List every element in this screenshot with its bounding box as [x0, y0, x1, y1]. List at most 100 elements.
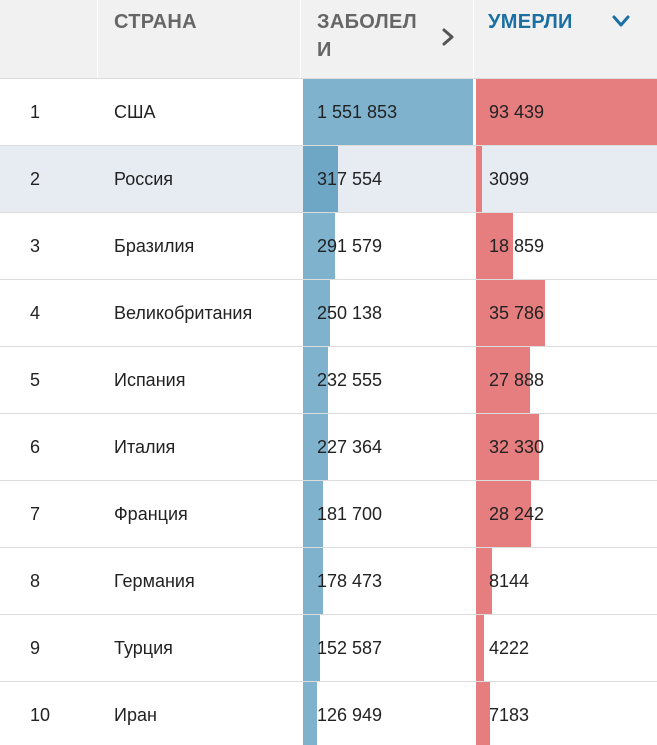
table-row[interactable]: 5 Испания 232 555 27 888	[0, 346, 657, 413]
deaths-cell: 8144	[474, 548, 657, 614]
deaths-cell: 18 859	[474, 213, 657, 279]
cases-value: 181 700	[317, 504, 383, 524]
table-row[interactable]: 3 Бразилия 291 579 18 859	[0, 212, 657, 279]
table-row[interactable]: 7 Франция 181 700 28 242	[0, 480, 657, 547]
cases-value: 152 587	[317, 638, 383, 658]
chevron-right-icon[interactable]	[441, 28, 455, 46]
cases-value: 250 138	[317, 303, 383, 323]
deaths-cell: 32 330	[474, 414, 657, 480]
country-cell: Германия	[114, 571, 195, 591]
cases-bar	[303, 682, 317, 745]
table-row[interactable]: 9 Турция 152 587 4222	[0, 614, 657, 681]
cases-value: 178 473	[317, 571, 383, 591]
rank-cell: 9	[30, 638, 41, 658]
rank-cell: 4	[30, 303, 41, 323]
deaths-bar	[476, 548, 492, 614]
table-header: СТРАНА ЗАБОЛЕЛИ УМЕРЛИ	[0, 0, 657, 78]
table-row[interactable]: 1 США 1 551 853 93 439	[0, 78, 657, 145]
rank-cell: 7	[30, 504, 41, 524]
header-country-label: СТРАНА	[114, 11, 197, 33]
cases-value: 232 555	[317, 370, 383, 390]
deaths-value: 32 330	[489, 437, 545, 457]
country-cell: Бразилия	[114, 236, 195, 256]
cases-bar	[303, 213, 335, 279]
country-cell: Франция	[114, 504, 188, 524]
table-row[interactable]: 4 Великобритания 250 138 35 786	[0, 279, 657, 346]
header-rank	[0, 0, 97, 78]
country-cell: Турция	[114, 638, 173, 658]
cases-cell: 232 555	[301, 347, 473, 413]
cases-cell: 250 138	[301, 280, 473, 346]
deaths-cell: 3099	[474, 146, 657, 212]
deaths-cell: 27 888	[474, 347, 657, 413]
deaths-bar	[476, 280, 545, 346]
country-cell: Россия	[114, 169, 174, 189]
cases-value: 317 554	[317, 169, 383, 189]
deaths-bar	[476, 213, 513, 279]
cases-value: 1 551 853	[317, 102, 398, 122]
deaths-value: 4222	[489, 638, 530, 658]
cases-cell: 1 551 853	[301, 79, 473, 145]
deaths-value: 8144	[489, 571, 530, 591]
table-row[interactable]: 6 Италия 227 364 32 330	[0, 413, 657, 480]
rank-cell: 5	[30, 370, 41, 390]
deaths-cell: 4222	[474, 615, 657, 681]
deaths-value: 3099	[489, 169, 530, 189]
deaths-cell: 93 439	[474, 79, 657, 145]
deaths-bar	[476, 347, 530, 413]
rank-cell: 3	[30, 236, 41, 256]
country-cell: Великобритания	[114, 303, 253, 323]
deaths-bar	[476, 682, 490, 745]
cases-bar	[303, 481, 323, 547]
cases-cell: 181 700	[301, 481, 473, 547]
cases-cell: 178 473	[301, 548, 473, 614]
deaths-bar	[476, 79, 657, 145]
header-deaths[interactable]: УМЕРЛИ	[474, 0, 657, 78]
table-row[interactable]: 2 Россия 317 554 3099	[0, 145, 657, 212]
table-row[interactable]: 8 Германия 178 473 8144	[0, 547, 657, 614]
rank-cell: 2	[30, 169, 41, 189]
deaths-cell: 7183	[474, 682, 657, 745]
rank-cell: 8	[30, 571, 41, 591]
deaths-bar	[476, 615, 484, 681]
cases-cell: 126 949	[301, 682, 473, 745]
cases-bar	[303, 414, 328, 480]
cases-value: 291 579	[317, 236, 383, 256]
rank-cell: 10	[30, 705, 51, 725]
country-cell: США	[114, 102, 156, 122]
deaths-value: 35 786	[489, 303, 545, 323]
country-cell: Италия	[114, 437, 176, 457]
deaths-value: 93 439	[489, 102, 545, 122]
cases-bar	[303, 615, 320, 681]
deaths-value: 7183	[489, 705, 530, 725]
cases-bar	[303, 79, 473, 145]
deaths-value: 27 888	[489, 370, 545, 390]
deaths-cell: 28 242	[474, 481, 657, 547]
cases-cell: 317 554	[301, 146, 473, 212]
country-cell: Испания	[114, 370, 186, 390]
deaths-value: 18 859	[489, 236, 545, 256]
table-row[interactable]: 10 Иран 126 949 7183	[0, 681, 657, 745]
cases-bar	[303, 347, 328, 413]
header-deaths-label: УМЕРЛИ	[488, 11, 573, 33]
deaths-cell: 35 786	[474, 280, 657, 346]
cases-cell: 152 587	[301, 615, 473, 681]
cases-bar	[303, 548, 323, 614]
header-country[interactable]: СТРАНА	[98, 0, 300, 78]
header-cases[interactable]: ЗАБОЛЕЛИ	[301, 0, 473, 78]
rank-cell: 1	[30, 102, 41, 122]
cases-value: 227 364	[317, 437, 383, 457]
rank-cell: 6	[30, 437, 41, 457]
deaths-value: 28 242	[489, 504, 545, 524]
cases-cell: 227 364	[301, 414, 473, 480]
deaths-bar	[476, 481, 531, 547]
deaths-bar	[476, 146, 482, 212]
cases-value: 126 949	[317, 705, 383, 725]
chevron-down-icon[interactable]	[612, 14, 630, 28]
cases-bar	[303, 146, 338, 212]
header-cases-label: ЗАБОЛЕЛИ	[317, 11, 417, 61]
deaths-bar	[476, 414, 539, 480]
cases-cell: 291 579	[301, 213, 473, 279]
cases-bar	[303, 280, 330, 346]
